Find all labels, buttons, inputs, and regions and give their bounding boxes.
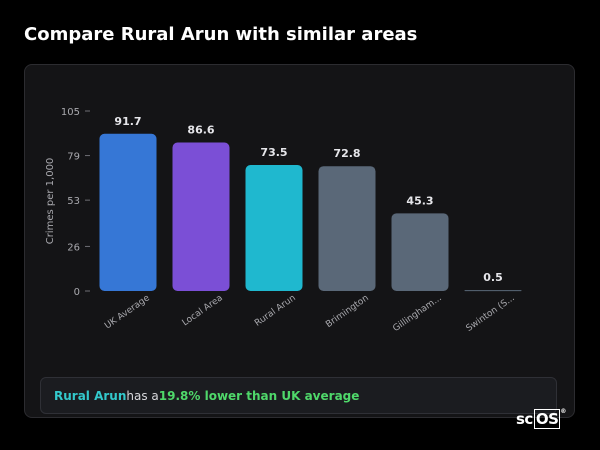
bar — [318, 166, 376, 291]
callout-middle-text: has a — [126, 388, 159, 403]
y-tick-label: 105 — [61, 107, 80, 118]
page-title: Compare Rural Arun with similar areas — [24, 24, 418, 45]
bar — [391, 213, 449, 291]
bar — [99, 133, 157, 291]
bar-value-label: 0.5 — [483, 271, 503, 284]
x-tick-label: Local Area — [181, 293, 225, 328]
bar-value-label: 45.3 — [406, 194, 433, 207]
y-tick-label: 0 — [74, 287, 80, 298]
scos-logo: sc OS ® — [516, 408, 566, 429]
bar — [464, 290, 522, 292]
x-tick-label: Brimington — [324, 293, 371, 330]
comparison-callout: Rural Arun has a 19.8% lower than UK ave… — [40, 377, 557, 414]
callout-difference: 19.8% lower than UK average — [158, 388, 360, 403]
y-tick-label: 26 — [67, 242, 80, 253]
x-tick-label: Rural Arun — [253, 293, 298, 328]
bar-value-label: 91.7 — [114, 115, 141, 128]
bar-value-label: 86.6 — [187, 124, 214, 137]
bar — [172, 142, 230, 291]
x-tick-label: Gillingham... — [391, 293, 443, 334]
y-axis-label: Crimes per 1,000 — [45, 158, 56, 245]
x-tick-label: Swinton (S... — [465, 293, 517, 334]
callout-area-name: Rural Arun — [54, 388, 127, 403]
y-tick-label: 79 — [67, 152, 80, 163]
y-tick-label: 53 — [67, 196, 80, 207]
x-tick-label: UK Average — [103, 293, 152, 331]
bar — [245, 165, 303, 291]
bar-value-label: 72.8 — [333, 147, 360, 160]
bar-value-label: 73.5 — [260, 146, 287, 159]
